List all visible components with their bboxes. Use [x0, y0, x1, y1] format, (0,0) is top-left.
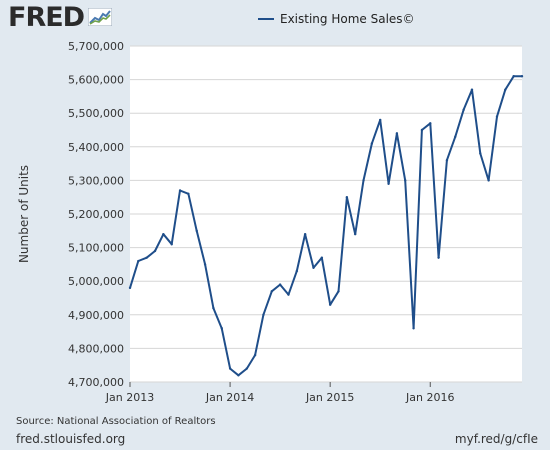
y-tick-label: 5,700,000 — [68, 40, 124, 53]
data-point — [462, 108, 465, 112]
data-point — [128, 286, 132, 290]
x-tick-label: Jan 2014 — [205, 391, 254, 404]
data-point — [312, 266, 315, 269]
data-point — [387, 182, 390, 185]
data-point — [203, 263, 207, 266]
data-point — [345, 196, 349, 199]
data-point — [370, 142, 374, 145]
data-point — [253, 353, 257, 357]
data-point — [187, 192, 190, 196]
y-tick-label: 4,700,000 — [68, 376, 124, 389]
source-note: Source: National Association of Realtors — [16, 416, 216, 427]
data-point — [362, 179, 365, 182]
y-tick-label: 5,500,000 — [68, 107, 124, 120]
data-point — [212, 306, 215, 310]
y-tick-label: 5,200,000 — [68, 208, 124, 221]
chart-legend: Existing Home Sales© — [258, 12, 415, 26]
data-point — [228, 367, 232, 370]
y-tick-label: 5,300,000 — [68, 174, 124, 187]
site-link[interactable]: fred.stlouisfed.org — [16, 432, 126, 446]
data-point — [337, 290, 340, 293]
data-point — [137, 259, 140, 263]
y-tick-label: 5,100,000 — [68, 242, 124, 255]
data-point — [220, 327, 223, 330]
data-point — [295, 269, 299, 273]
data-point — [178, 189, 182, 192]
data-point — [278, 283, 282, 286]
data-point — [420, 128, 424, 132]
y-tick-label: 4,800,000 — [68, 342, 124, 355]
data-point — [495, 115, 499, 118]
data-point — [287, 293, 290, 296]
data-point — [412, 327, 415, 330]
data-point — [262, 313, 265, 316]
data-point — [445, 159, 449, 162]
data-point — [487, 179, 490, 182]
data-point — [162, 232, 165, 236]
x-tick-label: Jan 2013 — [105, 391, 154, 404]
y-tick-label: 5,000,000 — [68, 275, 124, 288]
data-point — [237, 374, 240, 377]
data-point — [404, 179, 407, 182]
data-point — [353, 232, 357, 236]
y-tick-label: 5,600,000 — [68, 74, 124, 87]
data-point — [470, 88, 474, 91]
data-point — [429, 122, 432, 125]
data-point — [512, 75, 515, 78]
data-point — [145, 256, 148, 259]
data-point — [328, 303, 332, 306]
data-point — [170, 243, 173, 246]
logo-text: FRED — [8, 2, 85, 33]
data-point — [395, 132, 399, 135]
y-axis-ticks: 4,700,000 4,800,000 4,900,000 5,000,000 5,10… — [68, 40, 124, 389]
legend-label: Existing Home Sales© — [280, 12, 415, 26]
data-point — [270, 290, 273, 293]
data-point — [504, 88, 507, 91]
short-link[interactable]: myf.red/g/cfIe — [454, 432, 538, 446]
data-point — [520, 75, 524, 78]
y-tick-label: 5,400,000 — [68, 141, 124, 154]
data-point — [479, 152, 482, 155]
data-point — [153, 249, 157, 253]
data-point — [303, 232, 307, 236]
legend-swatch — [258, 18, 274, 20]
series-line — [129, 75, 522, 377]
data-point — [320, 256, 324, 259]
data-point — [454, 135, 457, 138]
y-tick-label: 4,900,000 — [68, 309, 124, 322]
data-point — [379, 118, 382, 122]
data-point — [245, 367, 248, 370]
data-point — [437, 256, 440, 259]
x-axis-ticks: Jan 2013 Jan 2014 Jan 2015 Jan 2016 — [105, 382, 454, 404]
x-tick-label: Jan 2015 — [305, 391, 354, 404]
data-point — [195, 229, 198, 232]
y-axis-label: Number of Units — [17, 165, 31, 263]
x-tick-label: Jan 2016 — [405, 391, 454, 404]
